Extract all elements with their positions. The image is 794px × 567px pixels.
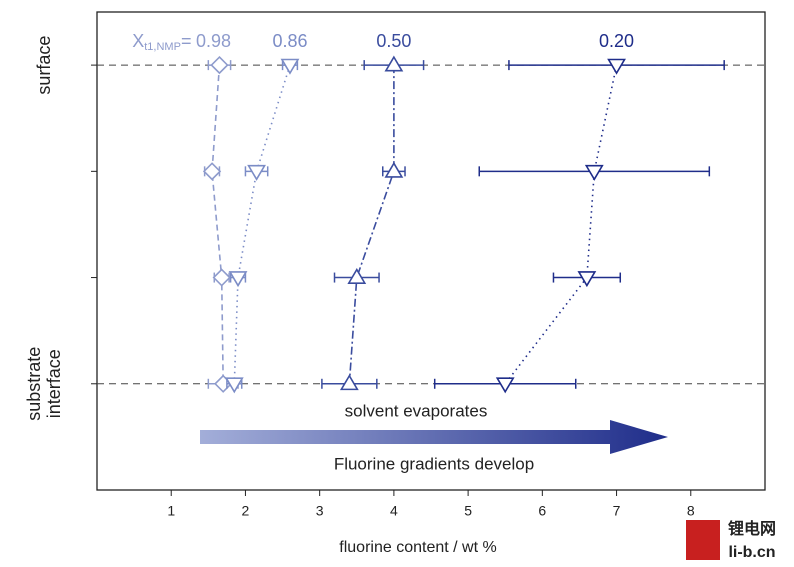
data-marker	[347, 267, 367, 284]
data-marker	[247, 164, 266, 181]
x-tick-label: 8	[687, 503, 695, 519]
x-tick-label: 6	[538, 503, 546, 519]
data-marker	[212, 268, 231, 287]
annotation: solvent evaporates	[345, 401, 488, 420]
legend-label: 0.20	[599, 31, 634, 51]
x-tick-label: 3	[316, 503, 324, 519]
y-category-label: surface	[34, 36, 54, 95]
watermark: 锂电网	[728, 519, 776, 538]
watermark-logo	[686, 520, 720, 560]
y-category-label: substrateinterface	[24, 347, 64, 421]
data-marker	[228, 271, 248, 288]
x-tick-label: 1	[167, 503, 175, 519]
data-marker	[280, 58, 300, 75]
data-marker	[584, 164, 604, 181]
plot-frame	[96, 11, 766, 491]
profile-line	[233, 64, 291, 384]
x-tick-label: 2	[242, 503, 250, 519]
evaporation-arrow	[200, 420, 668, 454]
legend-label: 0.98	[196, 31, 231, 51]
legend-lead: Xt1,NMP=	[132, 31, 191, 53]
legend-lead-part: X	[132, 31, 144, 51]
legend-label: 0.50	[376, 31, 411, 51]
data-marker	[577, 271, 597, 288]
annotation: Fluorine gradients develop	[334, 454, 534, 473]
profile-line	[504, 64, 618, 385]
x-tick-label: 5	[464, 503, 472, 519]
data-marker	[210, 55, 229, 75]
legend-lead-part: =	[181, 31, 192, 51]
watermark: li-b.cn	[728, 544, 775, 561]
data-marker	[384, 55, 404, 72]
data-marker	[495, 377, 515, 394]
data-marker	[224, 377, 244, 394]
data-marker	[202, 162, 222, 181]
data-marker	[384, 161, 404, 178]
profile-line	[211, 65, 224, 384]
data-marker	[339, 374, 359, 391]
profile-line	[348, 65, 395, 384]
legend-label: 0.86	[272, 31, 307, 51]
legend-lead-part: t1,NMP	[144, 41, 181, 53]
data-marker	[607, 58, 626, 75]
x-axis-label: fluorine content / wt %	[339, 539, 496, 556]
x-tick-label: 7	[613, 503, 621, 519]
x-tick-label: 4	[390, 503, 398, 519]
